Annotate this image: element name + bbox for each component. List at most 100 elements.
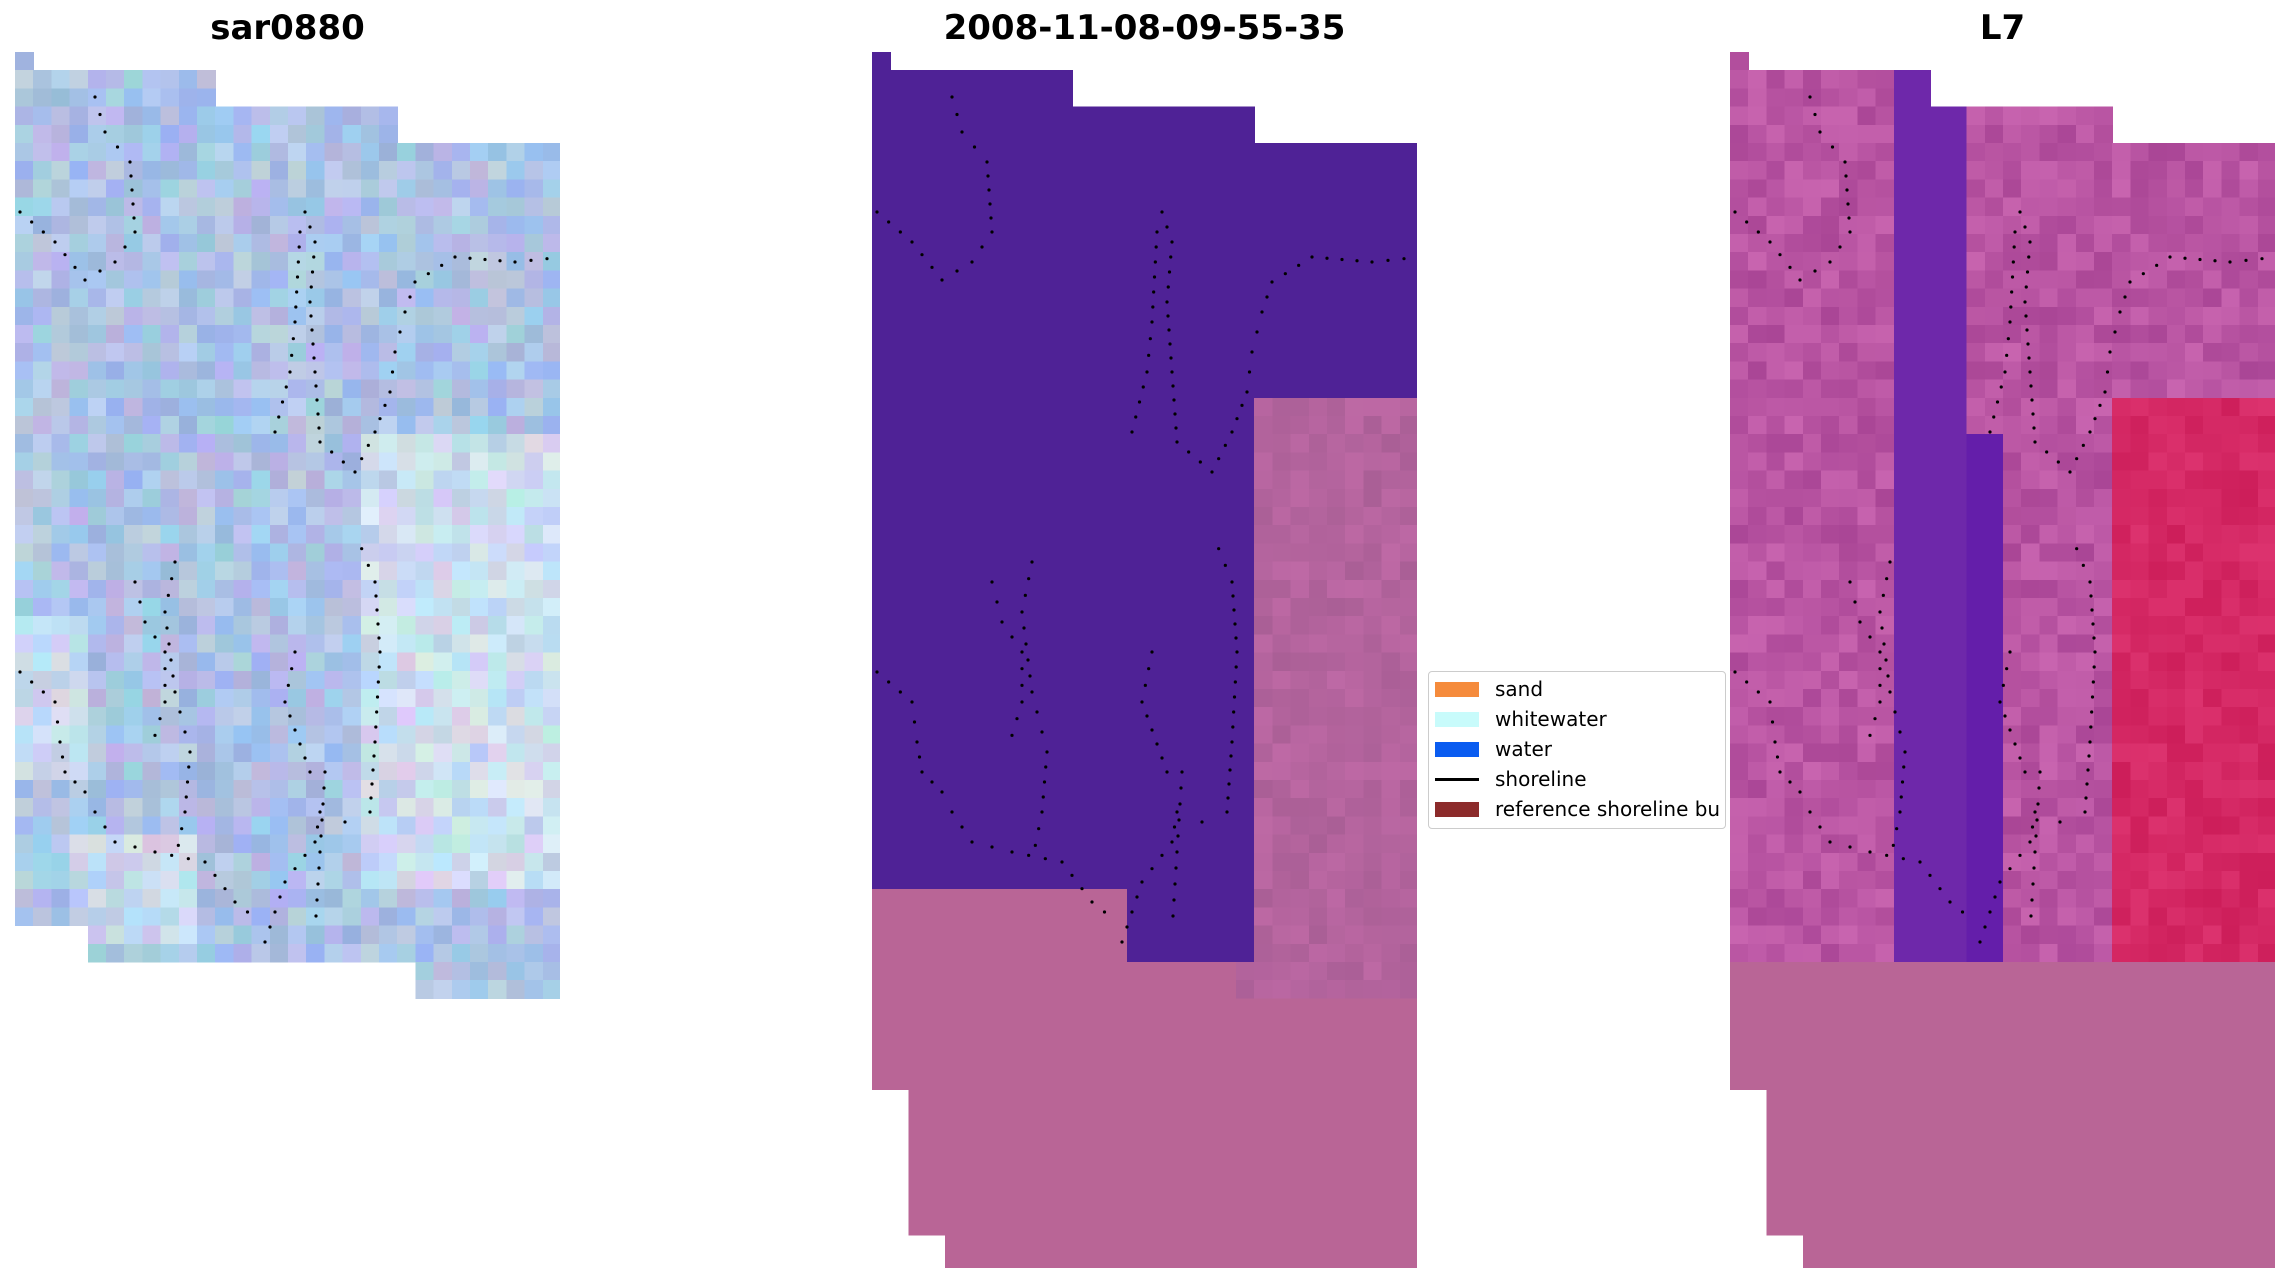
shoreline-point xyxy=(313,370,317,374)
shoreline-point xyxy=(2108,350,2112,354)
shoreline-point xyxy=(383,403,387,407)
shoreline-point xyxy=(1830,145,1835,149)
shoreline-point xyxy=(1778,253,1782,257)
shoreline-point xyxy=(1150,867,1154,871)
shoreline-point xyxy=(353,470,357,474)
shoreline-point xyxy=(988,202,992,206)
shoreline-point xyxy=(1150,728,1154,732)
shoreline-point xyxy=(83,278,87,282)
shoreline-point xyxy=(303,210,307,214)
shoreline-points-classified xyxy=(875,95,1406,944)
shoreline-point xyxy=(2011,260,2015,264)
shoreline-point xyxy=(63,253,67,257)
shoreline-point xyxy=(1154,245,1158,249)
shoreline-point xyxy=(1217,547,1221,551)
shoreline-point xyxy=(1768,240,1772,244)
shoreline-point xyxy=(98,112,102,117)
reference-shoreline-swatch xyxy=(1435,801,1479,817)
shoreline-point xyxy=(2028,370,2032,374)
shoreline-point xyxy=(318,850,322,854)
shoreline-point xyxy=(1102,910,1107,914)
shoreline-point xyxy=(1886,674,1890,678)
shoreline-point xyxy=(413,280,417,284)
shoreline-point xyxy=(1733,670,1737,674)
shoreline-point xyxy=(293,320,297,324)
shoreline-point xyxy=(1148,337,1152,341)
sand-swatch xyxy=(1435,681,1479,697)
shoreline-point xyxy=(1168,342,1172,346)
shoreline-point xyxy=(1993,895,1997,899)
shoreline-point xyxy=(1080,887,1084,891)
shoreline-point xyxy=(2013,230,2017,234)
shoreline-point xyxy=(2025,270,2030,274)
shoreline-point xyxy=(1210,470,1214,474)
shoreline-point xyxy=(323,770,327,774)
shoreline-point xyxy=(2089,594,2093,598)
shoreline-point xyxy=(1040,730,1044,734)
shoreline-point xyxy=(1885,853,1889,857)
shoreline-point xyxy=(2034,834,2038,838)
shoreline-point xyxy=(2006,337,2010,341)
shoreline-point xyxy=(1998,880,2002,884)
shoreline-point xyxy=(163,700,167,704)
shoreline-point xyxy=(377,636,381,640)
shoreline-point xyxy=(1230,430,1234,434)
shoreline-point xyxy=(369,796,373,800)
shoreline-point xyxy=(1230,740,1234,744)
shoreline-point xyxy=(163,667,167,671)
shoreline-point xyxy=(1028,674,1032,678)
shoreline-point xyxy=(1234,636,1238,640)
classified-image xyxy=(872,52,1417,1268)
shoreline-point xyxy=(123,245,127,249)
shoreline-point xyxy=(1172,898,1176,902)
shoreline-point xyxy=(1175,850,1179,854)
shoreline-point xyxy=(1225,810,1229,814)
shoreline-point xyxy=(2183,256,2187,260)
shoreline-point xyxy=(513,260,517,264)
shoreline-point xyxy=(1020,700,1024,704)
shoreline-point xyxy=(2213,259,2217,263)
shoreline-point xyxy=(1325,256,1329,260)
shoreline-point xyxy=(2028,840,2032,844)
shoreline-points-rgb xyxy=(18,95,549,944)
shoreline-point xyxy=(960,825,964,829)
shoreline-point xyxy=(1160,756,1164,760)
shoreline-point xyxy=(1060,860,1064,864)
shoreline-point xyxy=(18,210,22,214)
shoreline-point xyxy=(1999,385,2003,389)
shoreline-point xyxy=(1355,259,1359,263)
shoreline-point xyxy=(321,802,325,806)
panel-title-l7: L7 xyxy=(1979,8,2026,48)
shoreline-point xyxy=(915,740,919,744)
shoreline-point xyxy=(2058,820,2062,824)
shoreline-point xyxy=(1020,610,1024,614)
shoreline-point xyxy=(83,790,87,794)
shoreline-point xyxy=(875,670,879,674)
shoreline-point xyxy=(318,810,322,814)
shoreline-point xyxy=(2033,850,2037,854)
shoreline-point xyxy=(131,202,135,206)
shoreline-point xyxy=(1134,415,1138,419)
shoreline-point xyxy=(1153,260,1157,264)
shoreline-point xyxy=(308,300,312,304)
shoreline-point xyxy=(171,674,175,678)
shoreline-point xyxy=(1226,796,1230,800)
shoreline-point xyxy=(1043,857,1047,861)
shoreline-point xyxy=(1960,910,1965,914)
shoreline-point xyxy=(2088,740,2092,744)
legend-label-reference-shoreline: reference shoreline bu xyxy=(1495,797,1721,821)
shoreline-point xyxy=(483,257,487,262)
rgb-image-panel xyxy=(15,52,560,1268)
shoreline-point xyxy=(377,665,381,669)
shoreline-point xyxy=(1745,220,1749,224)
shoreline-point xyxy=(2118,310,2122,314)
shoreline-point xyxy=(290,667,294,671)
shoreline-point xyxy=(203,860,207,864)
shoreline-point xyxy=(314,914,318,918)
shoreline-point xyxy=(2085,782,2089,786)
shoreline-point xyxy=(2093,417,2097,421)
shoreline-point xyxy=(378,650,382,654)
shoreline-point xyxy=(360,457,364,461)
shoreline-point xyxy=(2023,225,2027,229)
shoreline-point xyxy=(1150,320,1154,324)
